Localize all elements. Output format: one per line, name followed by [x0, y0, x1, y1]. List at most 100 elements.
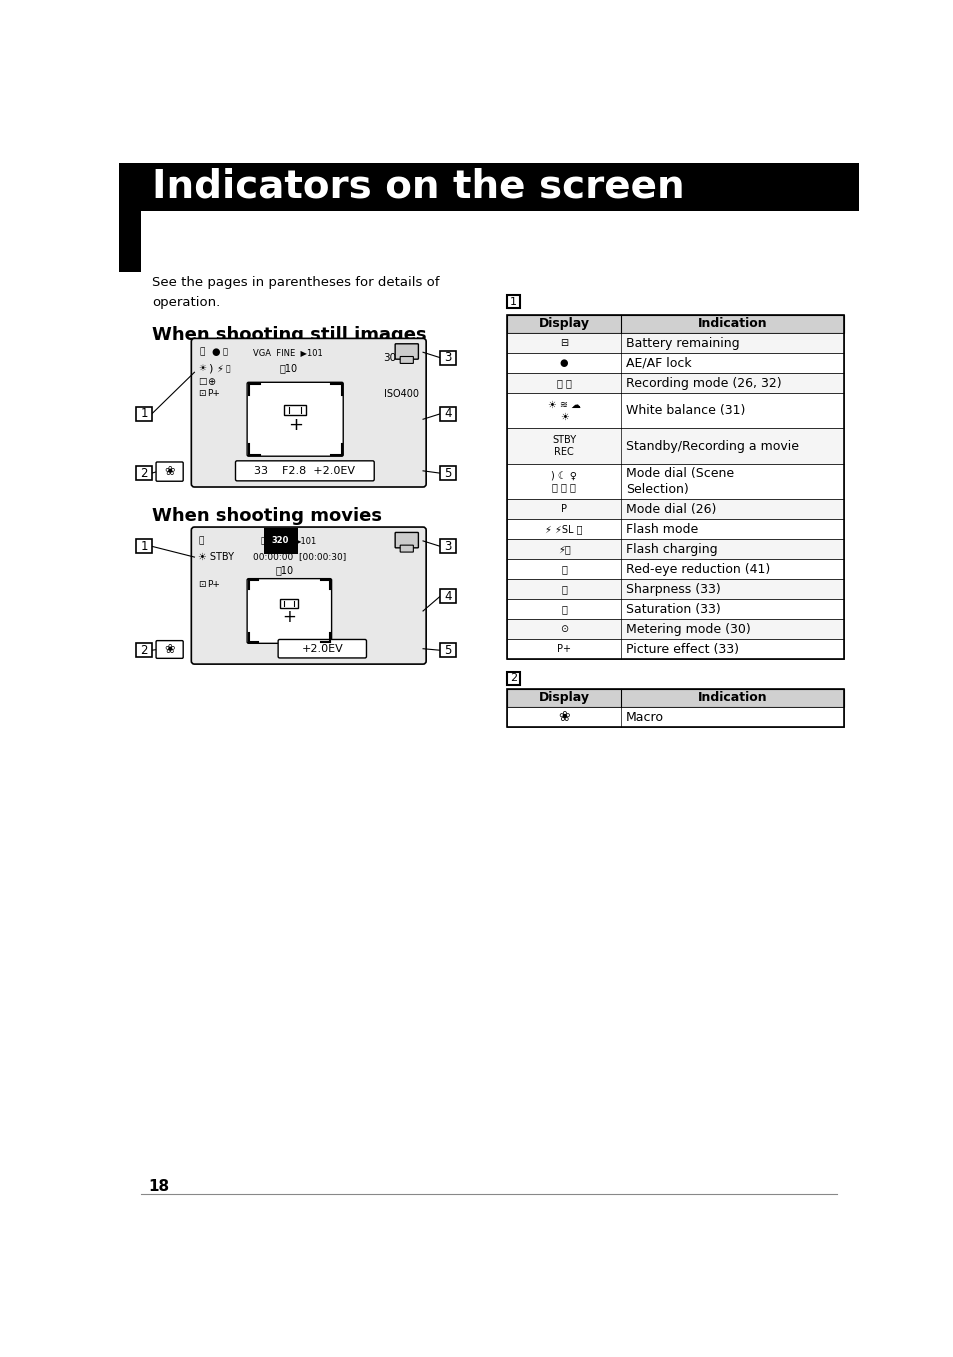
Text: Mode dial (Scene
Selection): Mode dial (Scene Selection)	[625, 467, 734, 497]
Text: 320: 320	[272, 536, 289, 546]
Bar	[506, 394, 843, 429]
Bar	[506, 315, 843, 660]
Bar	[506, 639, 843, 660]
Bar	[284, 404, 306, 415]
Bar	[506, 332, 843, 353]
Text: ☀: ☀	[198, 364, 206, 373]
FancyBboxPatch shape	[439, 350, 456, 365]
Bar	[506, 619, 843, 639]
Text: Picture effect (33): Picture effect (33)	[625, 643, 739, 655]
Text: AE/AF lock: AE/AF lock	[625, 357, 691, 369]
Bar	[506, 520, 843, 539]
Text: 30: 30	[382, 353, 395, 364]
Text: P+: P+	[208, 579, 220, 589]
Text: ⚡: ⚡	[216, 364, 223, 373]
FancyBboxPatch shape	[395, 532, 418, 548]
Text: ⚡ ⚡SL 🔃: ⚡ ⚡SL 🔃	[545, 524, 582, 535]
Text: □: □	[198, 377, 207, 385]
Text: Indication: Indication	[697, 692, 766, 704]
Bar	[506, 559, 843, 579]
Text: 18: 18	[149, 1179, 170, 1194]
Text: White balance (31): White balance (31)	[625, 404, 744, 418]
FancyBboxPatch shape	[136, 643, 152, 657]
Text: ▶101: ▶101	[294, 536, 317, 546]
Text: 1: 1	[140, 407, 148, 421]
FancyBboxPatch shape	[136, 407, 152, 421]
FancyBboxPatch shape	[235, 461, 374, 480]
Text: ⬜ 🎞: ⬜ 🎞	[557, 379, 571, 388]
Text: ⊕: ⊕	[208, 376, 215, 387]
Text: 2: 2	[140, 643, 148, 657]
Text: 33    F2.8  +2.0EV: 33 F2.8 +2.0EV	[253, 465, 355, 476]
Text: Recording mode (26, 32): Recording mode (26, 32)	[625, 376, 781, 389]
FancyBboxPatch shape	[399, 357, 413, 364]
Text: P+: P+	[557, 645, 571, 654]
Bar	[506, 464, 843, 499]
Text: ⊡: ⊡	[198, 579, 206, 589]
Text: ❀: ❀	[164, 643, 174, 655]
Text: Battery remaining: Battery remaining	[625, 337, 739, 350]
Text: Flash mode: Flash mode	[625, 522, 698, 536]
Text: Standby/Recording a movie: Standby/Recording a movie	[625, 440, 799, 453]
Text: ⊟: ⊟	[559, 338, 568, 347]
Text: +: +	[282, 608, 295, 626]
Bar	[279, 598, 298, 608]
Bar	[506, 707, 843, 727]
Text: 2: 2	[509, 673, 517, 684]
FancyBboxPatch shape	[506, 672, 519, 685]
Text: ⚡🔴: ⚡🔴	[558, 544, 570, 555]
Bar	[506, 373, 843, 394]
Text: 320: 320	[272, 536, 289, 546]
Text: 1: 1	[509, 297, 517, 307]
Text: Mode dial (26): Mode dial (26)	[625, 503, 716, 516]
Text: VGA  FINE  ▶101: VGA FINE ▶101	[253, 347, 322, 357]
FancyBboxPatch shape	[439, 589, 456, 604]
Text: 4: 4	[444, 590, 451, 603]
Text: ☀ ≋ ☁
☀: ☀ ≋ ☁ ☀	[547, 400, 580, 422]
Bar	[506, 539, 843, 559]
Text: Indication: Indication	[697, 318, 766, 330]
Text: Red-eye reduction (41): Red-eye reduction (41)	[625, 563, 769, 575]
FancyBboxPatch shape	[247, 383, 343, 456]
Text: P: P	[560, 505, 566, 514]
Bar	[119, 163, 858, 210]
FancyBboxPatch shape	[439, 467, 456, 480]
Text: STBY
REC: STBY REC	[552, 436, 576, 457]
Bar	[506, 579, 843, 600]
FancyBboxPatch shape	[278, 639, 366, 658]
FancyBboxPatch shape	[506, 296, 519, 308]
Bar	[506, 499, 843, 520]
Text: 📊: 📊	[560, 585, 566, 594]
Text: Sharpness (33): Sharpness (33)	[625, 584, 720, 596]
Text: ⏱10: ⏱10	[279, 364, 297, 373]
Text: 5: 5	[444, 643, 451, 657]
FancyBboxPatch shape	[192, 527, 426, 664]
FancyBboxPatch shape	[439, 407, 456, 421]
Bar	[506, 315, 843, 332]
Text: 🎯: 🎯	[560, 565, 566, 574]
FancyBboxPatch shape	[136, 467, 152, 480]
Text: 3: 3	[444, 540, 451, 552]
Text: ): )	[208, 364, 213, 373]
Text: When shooting still images: When shooting still images	[152, 326, 426, 345]
Text: Indicators on the screen: Indicators on the screen	[152, 168, 683, 206]
Bar	[506, 689, 843, 727]
Text: +: +	[288, 417, 302, 434]
Text: 1: 1	[140, 540, 148, 552]
FancyBboxPatch shape	[247, 578, 332, 643]
Text: 🔴: 🔴	[225, 364, 230, 373]
Text: Display: Display	[538, 692, 589, 704]
Text: ⬜: ⬜	[198, 536, 203, 546]
FancyBboxPatch shape	[192, 338, 426, 487]
FancyBboxPatch shape	[395, 343, 418, 360]
Text: 4: 4	[444, 407, 451, 421]
Text: ●: ●	[212, 347, 220, 357]
FancyBboxPatch shape	[136, 539, 152, 554]
Text: 🎨: 🎨	[560, 604, 566, 615]
Text: When shooting movies: When shooting movies	[152, 508, 381, 525]
Text: 3: 3	[444, 351, 451, 364]
Text: Macro: Macro	[625, 711, 663, 723]
Text: ISO400: ISO400	[384, 389, 419, 399]
Bar	[119, 210, 141, 273]
Text: 00:00:00  [00:00:30]: 00:00:00 [00:00:30]	[253, 552, 345, 562]
